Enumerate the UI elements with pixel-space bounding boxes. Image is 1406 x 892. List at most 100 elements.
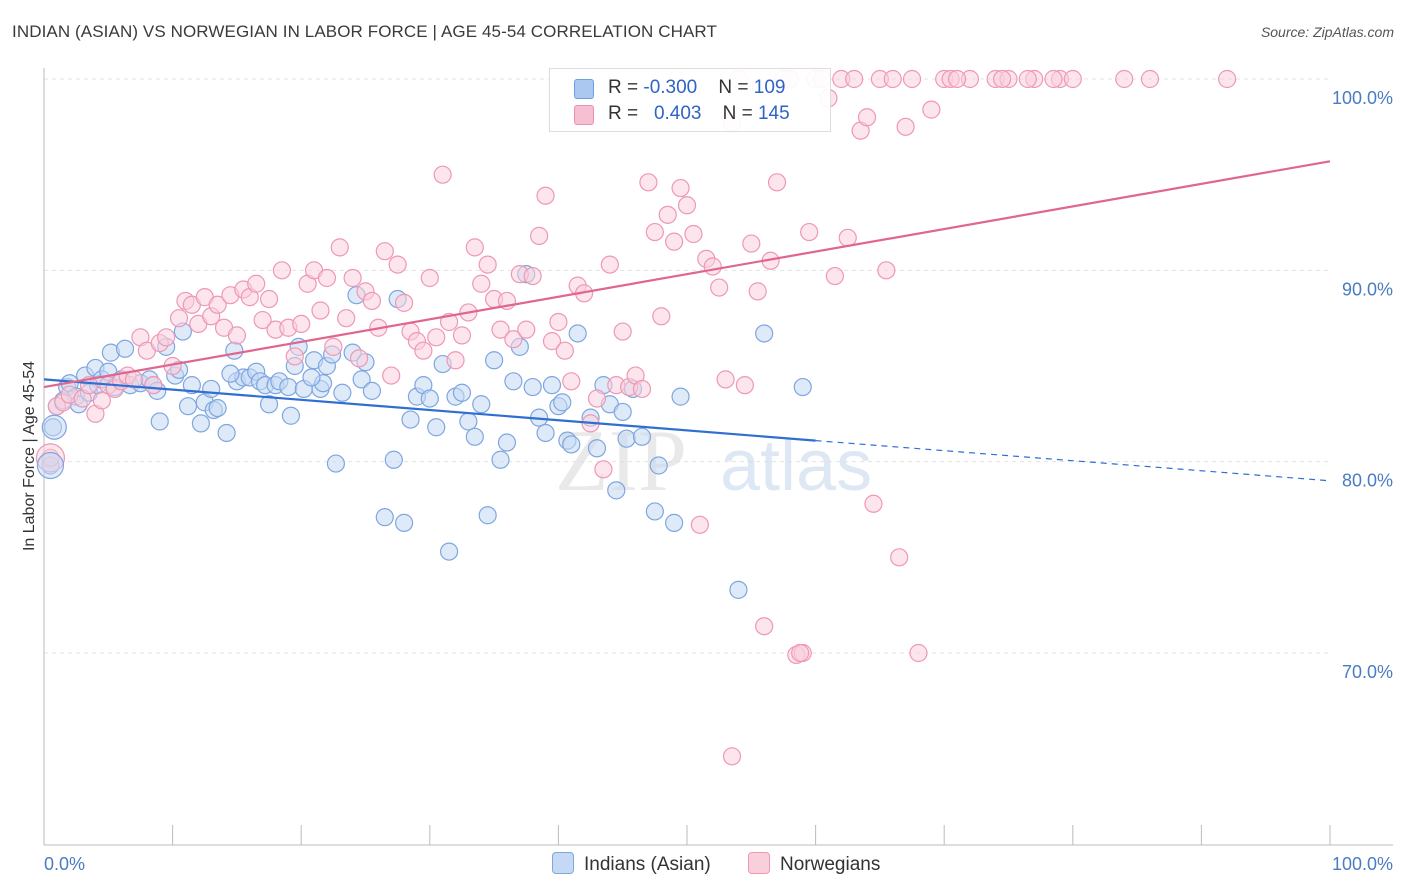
point-norwegians bbox=[791, 643, 810, 663]
bottom-legend-norwegians: Norwegians bbox=[748, 852, 880, 876]
point-indians bbox=[150, 412, 169, 431]
point-norwegians bbox=[549, 312, 568, 332]
point-norwegians bbox=[755, 617, 774, 636]
point-indians bbox=[607, 481, 626, 500]
bottom-legend-swatch-indians bbox=[552, 852, 574, 874]
point-norwegians bbox=[317, 268, 337, 288]
point-norwegians bbox=[375, 242, 394, 261]
point-norwegians bbox=[555, 341, 574, 360]
legend-n-label: N = bbox=[722, 103, 758, 124]
point-indians bbox=[478, 506, 497, 525]
point-norwegians bbox=[259, 289, 279, 309]
trend-line-norwegians bbox=[43, 160, 1331, 389]
bottom-legend-label-indians: Indians (Asian) bbox=[584, 854, 711, 875]
point-norwegians bbox=[517, 320, 536, 339]
point-norwegians bbox=[388, 255, 407, 274]
point-norwegians bbox=[703, 257, 722, 276]
point-indians bbox=[36, 451, 65, 480]
point-norwegians bbox=[909, 643, 928, 663]
point-norwegians bbox=[767, 173, 787, 192]
point-indians bbox=[632, 427, 652, 446]
point-indians bbox=[465, 427, 484, 446]
point-indians bbox=[491, 450, 510, 469]
point-norwegians bbox=[600, 255, 619, 274]
point-norwegians bbox=[523, 266, 542, 286]
point-norwegians bbox=[587, 389, 607, 408]
point-indians bbox=[553, 393, 572, 412]
point-norwegians bbox=[645, 222, 664, 242]
point-norwegians bbox=[253, 310, 272, 330]
point-norwegians bbox=[169, 309, 189, 328]
point-indians bbox=[115, 339, 135, 358]
point-norwegians bbox=[825, 266, 844, 286]
point-norwegians bbox=[864, 494, 883, 513]
point-norwegians bbox=[491, 320, 510, 339]
point-indians bbox=[326, 454, 346, 473]
point-indians bbox=[523, 377, 542, 397]
point-indians bbox=[221, 364, 240, 383]
point-indians bbox=[587, 439, 607, 458]
point-indians bbox=[333, 383, 352, 402]
point-norwegians bbox=[337, 309, 356, 328]
legend-swatch-indians bbox=[574, 79, 594, 99]
legend-n-value-norwegians: 145 bbox=[757, 103, 790, 124]
point-indians bbox=[281, 406, 301, 425]
point-indians bbox=[452, 383, 472, 402]
point-norwegians bbox=[562, 372, 581, 391]
grid-lines bbox=[44, 78, 1330, 654]
point-norwegians bbox=[382, 366, 401, 385]
point-norwegians bbox=[1140, 69, 1160, 89]
point-norwegians bbox=[671, 178, 690, 198]
point-indians bbox=[568, 324, 587, 343]
point-indians bbox=[485, 351, 504, 370]
point-indians bbox=[536, 423, 555, 443]
point-norwegians bbox=[947, 69, 967, 89]
point-norwegians bbox=[594, 460, 613, 479]
point-norwegians bbox=[427, 328, 446, 347]
legend-r-label: R = bbox=[608, 77, 644, 98]
point-norwegians bbox=[857, 108, 877, 127]
point-indians bbox=[191, 414, 210, 433]
point-indians bbox=[401, 410, 420, 429]
legend-n-label: N = bbox=[718, 77, 754, 98]
point-indians bbox=[729, 580, 748, 599]
point-norwegians bbox=[845, 69, 864, 89]
point-norwegians bbox=[311, 301, 330, 320]
axes bbox=[43, 68, 1393, 846]
point-norwegians bbox=[658, 205, 677, 224]
point-norwegians bbox=[742, 234, 761, 253]
y-tick-label: 90.0% bbox=[1342, 279, 1393, 299]
point-indians bbox=[384, 450, 403, 469]
point-norwegians bbox=[144, 376, 163, 395]
point-norwegians bbox=[362, 291, 382, 311]
chart-title: INDIAN (ASIAN) VS NORWEGIAN IN LABOR FOR… bbox=[12, 22, 717, 41]
point-norwegians bbox=[1018, 69, 1037, 89]
y-tick-label: 80.0% bbox=[1342, 471, 1393, 491]
point-norwegians bbox=[343, 268, 362, 288]
point-norwegians bbox=[272, 261, 292, 280]
point-indians bbox=[208, 398, 227, 418]
y-tick-labels: 70.0% 80.0% 90.0% 100.0% bbox=[1332, 88, 1393, 682]
x-tick-label-max: 100.0% bbox=[1332, 854, 1393, 874]
y-tick-label: 100.0% bbox=[1332, 88, 1393, 108]
point-norwegians bbox=[690, 515, 709, 534]
trend-line-indians-extension bbox=[815, 440, 1331, 482]
legend-n-value-indians: 109 bbox=[753, 77, 786, 98]
point-norwegians bbox=[922, 100, 941, 119]
bottom-legend-label-norwegians: Norwegians bbox=[780, 854, 881, 875]
point-norwegians bbox=[504, 330, 523, 349]
point-indians bbox=[645, 502, 664, 521]
point-indians bbox=[472, 395, 491, 414]
point-norwegians bbox=[452, 326, 472, 345]
point-indians bbox=[279, 377, 298, 397]
point-norwegians bbox=[748, 282, 767, 301]
point-norwegians bbox=[735, 376, 754, 395]
point-indians bbox=[671, 387, 690, 406]
point-norwegians bbox=[227, 326, 246, 345]
point-indians bbox=[41, 414, 67, 440]
point-indians bbox=[225, 341, 244, 360]
point-norwegians bbox=[157, 328, 176, 347]
point-norwegians bbox=[465, 238, 484, 257]
point-norwegians bbox=[433, 165, 452, 184]
